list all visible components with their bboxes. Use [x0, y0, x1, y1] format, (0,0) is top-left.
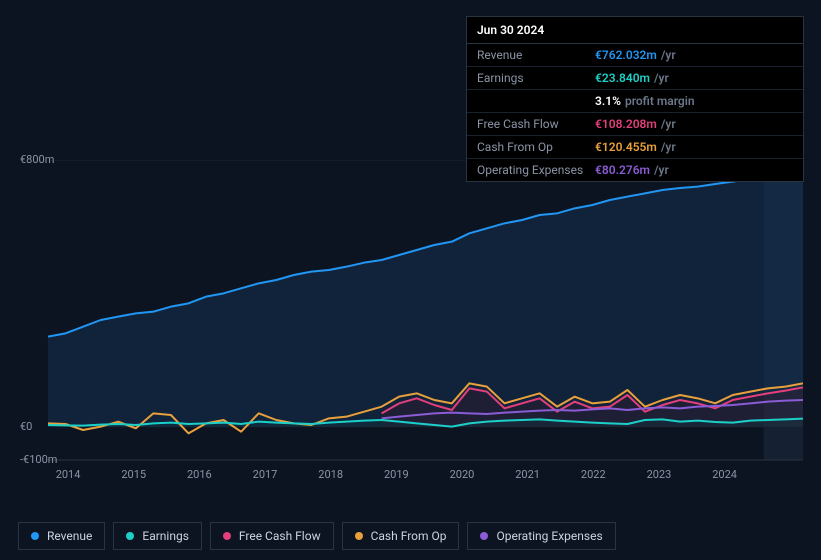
tooltip-unit: /yr [661, 140, 676, 154]
x-axis-label: 2015 [121, 468, 146, 481]
tooltip-value: €108.208m/yr [595, 117, 676, 131]
x-axis-label: 2023 [647, 468, 672, 481]
tooltip-label: Operating Expenses [477, 163, 595, 177]
x-axis-label: 2022 [581, 468, 606, 481]
tooltip-row: Earnings€23.840m/yr [467, 67, 803, 90]
tooltip-row: Operating Expenses€80.276m/yr [467, 159, 803, 181]
tooltip-label: Revenue [477, 48, 595, 62]
x-axis-label: 2021 [515, 468, 540, 481]
chart-legend: Revenue Earnings Free Cash Flow Cash From O… [18, 522, 616, 550]
tooltip-row: Revenue€762.032m/yr [467, 44, 803, 67]
legend-item[interactable]: Free Cash Flow [210, 522, 334, 550]
x-axis-label: 2018 [318, 468, 343, 481]
legend-item[interactable]: Cash From Op [342, 522, 460, 550]
y-axis-label: -€100m [20, 453, 57, 466]
legend-dot-icon [126, 532, 134, 540]
tooltip-unit: /yr [654, 163, 669, 177]
y-axis-label: €800m [20, 153, 54, 166]
legend-item[interactable]: Operating Expenses [467, 522, 615, 550]
tooltip-unit: /yr [661, 48, 676, 62]
chart-tooltip: Jun 30 2024 Revenue€762.032m/yrEarnings€… [466, 16, 804, 182]
x-axis-label: 2024 [712, 468, 737, 481]
tooltip-unit: profit margin [625, 94, 695, 108]
tooltip-label: Earnings [477, 71, 595, 85]
tooltip-value: 3.1%profit margin [595, 94, 695, 108]
x-axis-label: 2016 [187, 468, 212, 481]
tooltip-unit: /yr [661, 117, 676, 131]
x-axis-label: 2014 [56, 468, 81, 481]
legend-dot-icon [223, 532, 231, 540]
chart-svg [18, 160, 803, 500]
legend-label: Earnings [142, 529, 189, 543]
tooltip-label: Free Cash Flow [477, 117, 595, 131]
legend-label: Free Cash Flow [239, 529, 321, 543]
tooltip-label: Cash From Op [477, 140, 595, 154]
x-axis-label: 2019 [384, 468, 409, 481]
tooltip-value: €762.032m/yr [595, 48, 676, 62]
legend-item[interactable]: Revenue [18, 522, 105, 550]
legend-label: Revenue [47, 529, 92, 543]
tooltip-row: Free Cash Flow€108.208m/yr [467, 113, 803, 136]
tooltip-date: Jun 30 2024 [467, 17, 803, 44]
tooltip-value: €80.276m/yr [595, 163, 669, 177]
tooltip-value: €120.455m/yr [595, 140, 676, 154]
legend-dot-icon [355, 532, 363, 540]
legend-dot-icon [480, 532, 488, 540]
legend-label: Cash From Op [371, 529, 447, 543]
tooltip-row: 3.1%profit margin [467, 90, 803, 113]
tooltip-unit: /yr [654, 71, 669, 85]
tooltip-row: Cash From Op€120.455m/yr [467, 136, 803, 159]
x-axis-label: 2017 [253, 468, 278, 481]
legend-item[interactable]: Earnings [113, 522, 202, 550]
tooltip-label [477, 94, 595, 108]
financial-chart [18, 160, 803, 500]
legend-dot-icon [31, 532, 39, 540]
y-axis-label: €0 [20, 420, 32, 433]
legend-label: Operating Expenses [496, 529, 602, 543]
x-axis-label: 2020 [450, 468, 475, 481]
tooltip-value: €23.840m/yr [595, 71, 669, 85]
